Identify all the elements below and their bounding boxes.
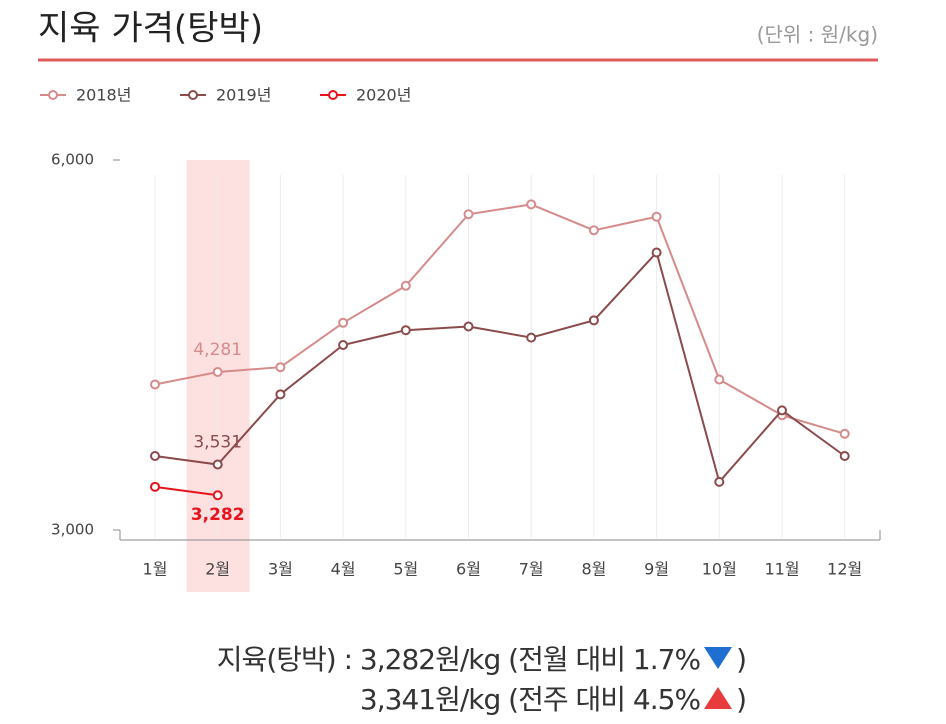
point: [338, 340, 349, 350]
point: [777, 405, 787, 416]
point: [651, 211, 662, 222]
value-label: 3,282: [191, 505, 245, 525]
x-tick-label: 11월: [764, 560, 799, 579]
chart: 지육 가격(탕박) (단위 : 원/kg) 3,000 6,000 1월 2월 3월 4월…: [38, 9, 881, 592]
series-line: [154, 485, 218, 497]
value-label: 3,531: [193, 433, 242, 453]
point: [212, 459, 223, 470]
point: [714, 374, 725, 385]
point: [275, 389, 286, 400]
legend-label: 2019년: [216, 86, 271, 105]
point: [588, 225, 599, 236]
up-icon: [704, 687, 733, 709]
point: [526, 332, 537, 343]
x-tick-label: 4월: [331, 560, 356, 579]
point: [338, 317, 349, 328]
point: [212, 490, 223, 501]
x-tick-label: 9월: [644, 560, 669, 579]
y-tick-label: 3,000: [51, 521, 94, 539]
series-line: [154, 203, 845, 435]
point: [526, 199, 537, 210]
value-label: 4,281: [193, 340, 242, 360]
x-tick-label: 12월: [827, 560, 862, 579]
point: [275, 362, 286, 373]
x-tick-label: 8월: [581, 560, 606, 579]
point: [400, 325, 411, 336]
point: [150, 481, 160, 492]
point: [150, 451, 160, 461]
x-tick-label: 2월: [205, 560, 230, 579]
y-tick-label: 6,000: [51, 151, 94, 169]
unit: (단위 : 원/kg): [757, 23, 878, 47]
point: [150, 379, 160, 390]
x-tick-label: 10월: [702, 560, 737, 579]
summary-text: ): [736, 683, 747, 716]
down-icon: [704, 647, 733, 669]
chart-title: 지육 가격(탕박): [38, 9, 263, 49]
summary-text: 3,341원/kg (전주 대비 4.5%: [359, 683, 701, 716]
x-tick-label: 5월: [393, 560, 418, 579]
summary-text: 지육(탕박) : 3,282원/kg (전월 대비 1.7%: [216, 643, 701, 676]
point: [839, 451, 850, 461]
x-tick-label: 6월: [456, 560, 481, 579]
x-tick-label: 3월: [268, 560, 293, 579]
summary-text: ): [736, 643, 747, 676]
summary-line: 3,341원/kg (전주 대비 4.5%): [359, 678, 747, 718]
legend-marker: [188, 90, 198, 100]
legend-marker: [48, 90, 58, 100]
point: [714, 476, 725, 487]
point: [212, 367, 223, 378]
point: [651, 247, 662, 258]
x-tick-label: 7월: [519, 560, 544, 579]
series-line: [154, 250, 846, 484]
summary-line: 지육(탕박) : 3,282원/kg (전월 대비 1.7%): [216, 638, 747, 678]
legend-label: 2020년: [356, 86, 411, 105]
point: [839, 428, 850, 439]
point: [400, 280, 411, 291]
legend-label: 2018년: [76, 86, 131, 105]
legend-marker: [328, 90, 338, 100]
point: [588, 315, 599, 326]
point: [463, 321, 474, 332]
point: [463, 209, 474, 220]
x-tick-label: 1월: [143, 560, 168, 579]
